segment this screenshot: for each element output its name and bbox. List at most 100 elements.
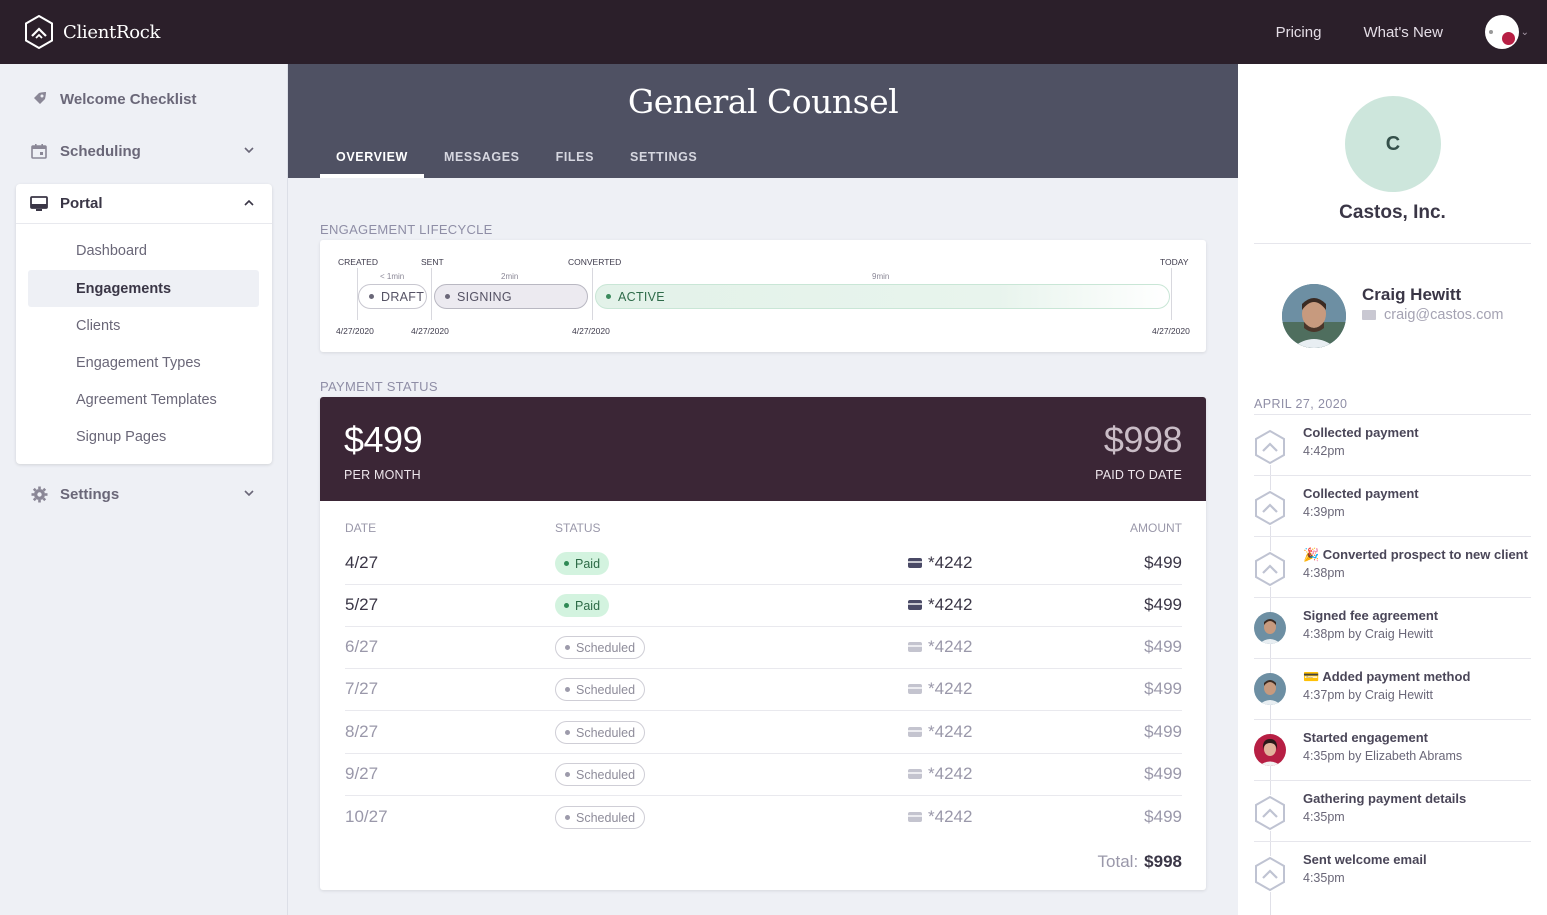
page-header: General Counsel OVERVIEW MESSAGES FILES … xyxy=(288,64,1238,178)
timeline-line xyxy=(1270,429,1271,915)
card-info: *4242 xyxy=(908,722,972,742)
client-name[interactable]: Castos, Inc. xyxy=(1339,202,1446,223)
status-badge: Paid xyxy=(555,594,610,617)
timeline-divider xyxy=(1171,268,1172,320)
chevron-down-icon xyxy=(244,487,254,499)
tab-overview[interactable]: OVERVIEW xyxy=(320,142,424,178)
client-details-panel: C Castos, Inc. Craig Hewitt craig@castos… xyxy=(1238,64,1547,915)
column-header-date: DATE xyxy=(345,521,377,535)
whats-new-link[interactable]: What's New xyxy=(1363,23,1443,41)
activity-title: Collected payment xyxy=(1303,425,1419,440)
clientrock-logo-icon xyxy=(1254,429,1286,465)
clientrock-logo-icon xyxy=(25,15,53,49)
page-title: General Counsel xyxy=(627,82,899,121)
paid-to-date-amount: $998 xyxy=(1103,419,1183,460)
table-row[interactable]: 7/27 Scheduled *4242 $499 xyxy=(345,669,1182,711)
clientrock-logo-icon xyxy=(1254,795,1286,831)
activity-title: 💳 Added payment method xyxy=(1303,669,1471,684)
envelope-icon xyxy=(1362,310,1376,320)
card-info: *4242 xyxy=(908,637,972,657)
chevron-down-icon xyxy=(244,144,254,156)
payment-date: 10/27 xyxy=(345,807,388,826)
activity-item: Sent welcome email 4:35pm xyxy=(1254,841,1531,902)
sidebar-item-signup-pages[interactable]: Signup Pages xyxy=(76,428,167,445)
duration-signing: 2min xyxy=(501,272,519,281)
brand-logo[interactable]: ClientRock xyxy=(24,15,160,49)
avatar xyxy=(1485,15,1519,49)
tab-files[interactable]: FILES xyxy=(555,150,595,164)
credit-card-icon xyxy=(908,727,922,737)
clientrock-logo-icon xyxy=(1254,490,1286,526)
table-row[interactable]: 9/27 Scheduled *4242 $499 xyxy=(345,754,1182,796)
column-header-status: STATUS xyxy=(555,521,601,535)
payment-total: Total: $998 xyxy=(1097,852,1182,871)
credit-card-icon xyxy=(908,600,922,610)
activity-time: 4:39pm xyxy=(1303,505,1345,519)
timeline-divider xyxy=(357,268,358,320)
table-row[interactable]: 8/27 Scheduled *4242 $499 xyxy=(345,712,1182,754)
gear-icon xyxy=(30,485,48,503)
sidebar-item-scheduling[interactable]: Scheduling xyxy=(16,131,272,171)
milestone-today: TODAY xyxy=(1160,257,1189,267)
activity-time: 4:37pm by Craig Hewitt xyxy=(1303,688,1433,702)
activity-title: 🎉 Converted prospect to new client xyxy=(1303,547,1528,562)
payment-amount: $499 xyxy=(1144,764,1182,783)
table-row[interactable]: 5/27 Paid *4242 $499 xyxy=(345,585,1182,627)
status-badge: Scheduled xyxy=(555,636,646,659)
activity-title: Signed fee agreement xyxy=(1303,608,1439,623)
sidebar-item-portal[interactable]: Portal xyxy=(16,184,272,224)
sidebar-item-engagement-types[interactable]: Engagement Types xyxy=(76,354,201,371)
calendar-icon xyxy=(30,142,48,160)
activity-title: Started engagement xyxy=(1303,730,1428,745)
sidebar-item-label: Settings xyxy=(60,485,120,503)
credit-card-icon xyxy=(908,642,922,652)
activity-time: 4:38pm by Craig Hewitt xyxy=(1303,627,1433,641)
sidebar-item-engagements[interactable]: Engagements xyxy=(28,270,259,307)
payment-date: 6/27 xyxy=(345,637,379,656)
status-badge: Scheduled xyxy=(555,763,646,786)
activity-time: 4:35pm xyxy=(1303,871,1345,885)
table-row[interactable]: 10/27 Scheduled *4242 $499 xyxy=(345,797,1182,839)
stage-draft: DRAFT xyxy=(358,284,427,309)
rocket-icon xyxy=(30,90,48,108)
table-row[interactable]: 6/27 Scheduled *4242 $499 xyxy=(345,627,1182,669)
payment-amount: $499 xyxy=(1144,679,1182,698)
activity-time: 4:35pm by Elizabeth Abrams xyxy=(1303,749,1463,763)
clientrock-logo-icon xyxy=(1254,856,1286,892)
stage-active: ACTIVE xyxy=(595,284,1170,309)
credit-card-icon xyxy=(908,812,922,822)
sidebar-item-settings[interactable]: Settings xyxy=(16,474,272,514)
activity-item: Gathering payment details 4:35pm xyxy=(1254,780,1531,841)
column-header-amount: AMOUNT xyxy=(1130,521,1182,535)
card-info: *4242 xyxy=(908,679,972,699)
activity-item: 🎉 Converted prospect to new client 4:38p… xyxy=(1254,536,1531,597)
divider xyxy=(1254,243,1531,244)
activity-date-heading: APRIL 27, 2020 xyxy=(1254,397,1348,411)
sidebar-item-welcome-checklist[interactable]: Welcome Checklist xyxy=(16,79,272,119)
payment-summary: $499 PER MONTH $998 PAID TO DATE xyxy=(320,397,1206,501)
milestone-sent: SENT xyxy=(421,257,444,267)
per-month-amount: $499 xyxy=(344,419,423,460)
tab-bar: OVERVIEW MESSAGES FILES SETTINGS xyxy=(320,142,717,178)
sidebar-item-clients[interactable]: Clients xyxy=(76,317,121,334)
timeline-divider xyxy=(592,268,593,320)
date-created: 4/27/2020 xyxy=(336,326,374,336)
sidebar-item-agreement-templates[interactable]: Agreement Templates xyxy=(76,391,217,408)
tab-settings[interactable]: SETTINGS xyxy=(630,150,698,164)
contact-email[interactable]: craig@castos.com xyxy=(1362,307,1503,323)
tab-messages[interactable]: MESSAGES xyxy=(443,150,520,164)
activity-title: Collected payment xyxy=(1303,486,1419,501)
monitor-icon xyxy=(30,195,48,213)
pricing-link[interactable]: Pricing xyxy=(1275,23,1322,41)
credit-card-icon xyxy=(908,769,922,779)
table-row[interactable]: 4/27 Paid *4242 $499 xyxy=(345,543,1182,585)
sidebar-item-dashboard[interactable]: Dashboard xyxy=(76,242,147,259)
payment-date: 7/27 xyxy=(345,679,379,698)
activity-item: Signed fee agreement 4:38pm by Craig Hew… xyxy=(1254,597,1531,658)
payment-amount: $499 xyxy=(1144,807,1182,826)
craig-avatar xyxy=(1254,673,1286,705)
user-avatar-menu[interactable]: ⌄ xyxy=(1485,15,1529,49)
sidebar: Welcome Checklist Scheduling Portal Dash… xyxy=(0,64,288,915)
activity-title: Gathering payment details xyxy=(1303,791,1467,806)
activity-time: 4:35pm xyxy=(1303,810,1345,824)
